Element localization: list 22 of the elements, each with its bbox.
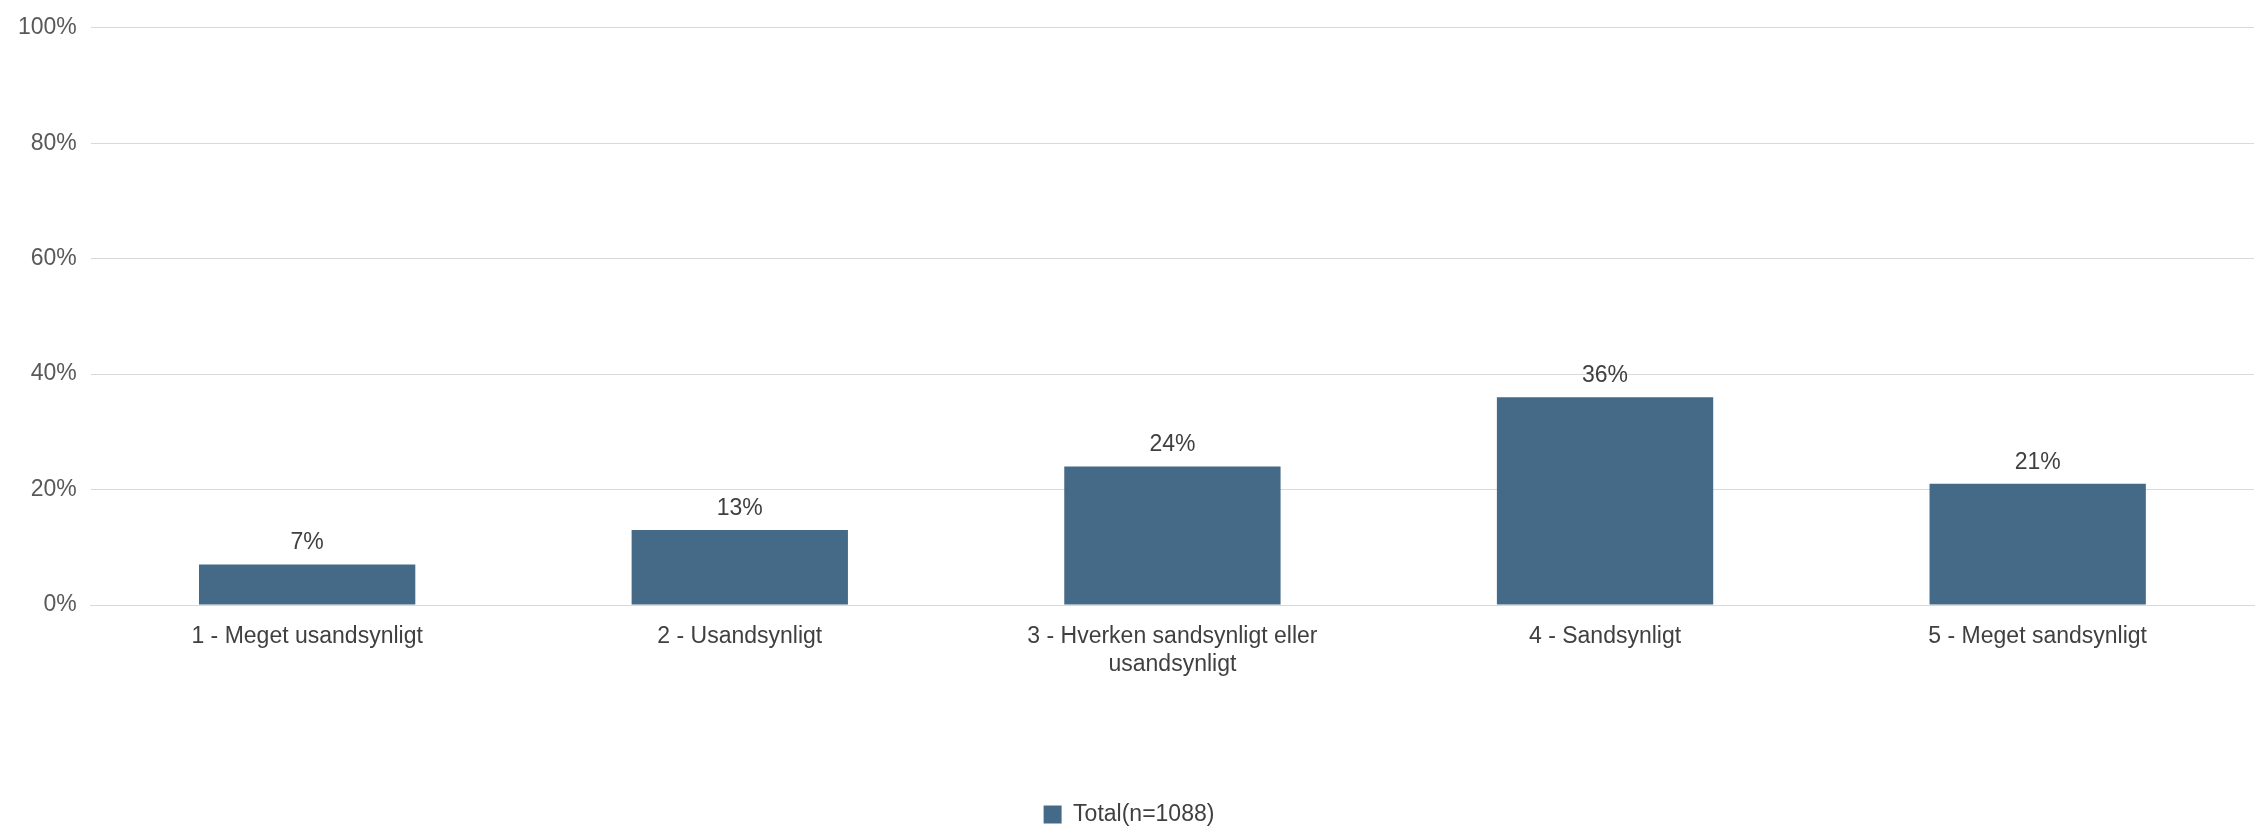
x-tick-label: 4 - Sandsynligt	[1528, 622, 1682, 649]
data-label: 24%	[1149, 430, 1196, 457]
bar	[1929, 483, 2146, 605]
x-tick-label: 5 - Meget sandsynligt	[1928, 622, 2148, 649]
y-tick-label: 0%	[43, 590, 77, 617]
y-tick-label: 80%	[30, 128, 77, 155]
legend-label: Total(n=1088)	[1073, 799, 1215, 826]
x-tick-label: 3 - Hverken sandsynligt eller usandsynligt	[1027, 622, 1318, 676]
y-tick-label: 100%	[18, 13, 77, 40]
bar	[631, 529, 848, 605]
data-label: 21%	[2014, 447, 2061, 474]
data-label: 36%	[1582, 361, 1629, 388]
data-label: 7%	[290, 528, 324, 555]
y-tick-label: 60%	[30, 244, 77, 271]
y-tick-label: 40%	[30, 359, 77, 386]
x-tick-label: 2 - Usandsynligt	[657, 622, 823, 649]
data-label: 13%	[716, 493, 763, 520]
bar	[1064, 466, 1281, 605]
bar	[1496, 397, 1714, 605]
x-tick-label: 1 - Meget usandsynligt	[191, 622, 424, 649]
y-tick-label: 20%	[30, 474, 77, 501]
bar	[198, 564, 416, 605]
